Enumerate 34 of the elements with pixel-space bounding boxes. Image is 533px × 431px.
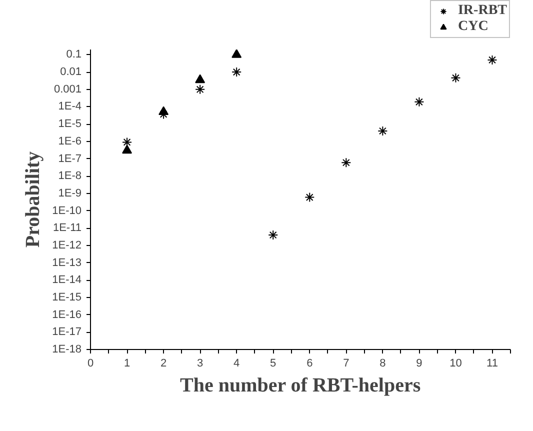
y-tick-label: 1E-13 (52, 256, 82, 269)
y-tick-label: 1E-18 (52, 344, 82, 356)
x-tick-label: 1 (124, 358, 130, 370)
x-tick-label: 4 (234, 358, 240, 370)
x-tick-label: 3 (197, 358, 204, 370)
y-tick-label: 1E-15 (52, 291, 82, 304)
y-tick-label: 1E-4 (58, 100, 82, 113)
x-tick-label: 8 (380, 358, 386, 370)
x-tick-label: 6 (306, 358, 313, 370)
y-tick-label: 1E-14 (52, 274, 82, 286)
legend-label: IR-RBT (458, 3, 507, 19)
x-tick-label: 5 (270, 358, 276, 370)
y-tick-label: 1E-8 (58, 170, 82, 182)
y-tick-label: 0.01 (60, 66, 82, 78)
y-tick-label: 1E-11 (52, 222, 82, 234)
x-tick-label: 9 (416, 358, 422, 370)
y-tick-label: 0.001 (54, 83, 82, 96)
x-tick-label: 7 (343, 358, 350, 370)
x-tick-label: 11 (486, 358, 498, 370)
y-axis-title: Probability (22, 151, 44, 248)
x-tick-label: 2 (160, 358, 167, 370)
x-tick-label: 0 (87, 358, 94, 370)
y-tick-label: 0.1 (66, 48, 82, 61)
y-tick-label: 1E-7 (58, 152, 82, 165)
x-tick-label: 10 (450, 358, 462, 370)
y-tick-label: 1E-5 (58, 118, 82, 130)
x-axis-title: The number of RBT-helpers (180, 374, 421, 396)
y-tick-label: 1E-16 (52, 308, 82, 321)
y-tick-label: 1E-6 (58, 135, 82, 148)
y-tick-label: 1E-17 (52, 326, 82, 338)
legend-label: CYC (458, 19, 488, 35)
y-tick-label: 1E-10 (52, 204, 82, 217)
y-tick-label: 1E-9 (58, 187, 82, 200)
y-tick-label: 1E-12 (52, 239, 82, 252)
